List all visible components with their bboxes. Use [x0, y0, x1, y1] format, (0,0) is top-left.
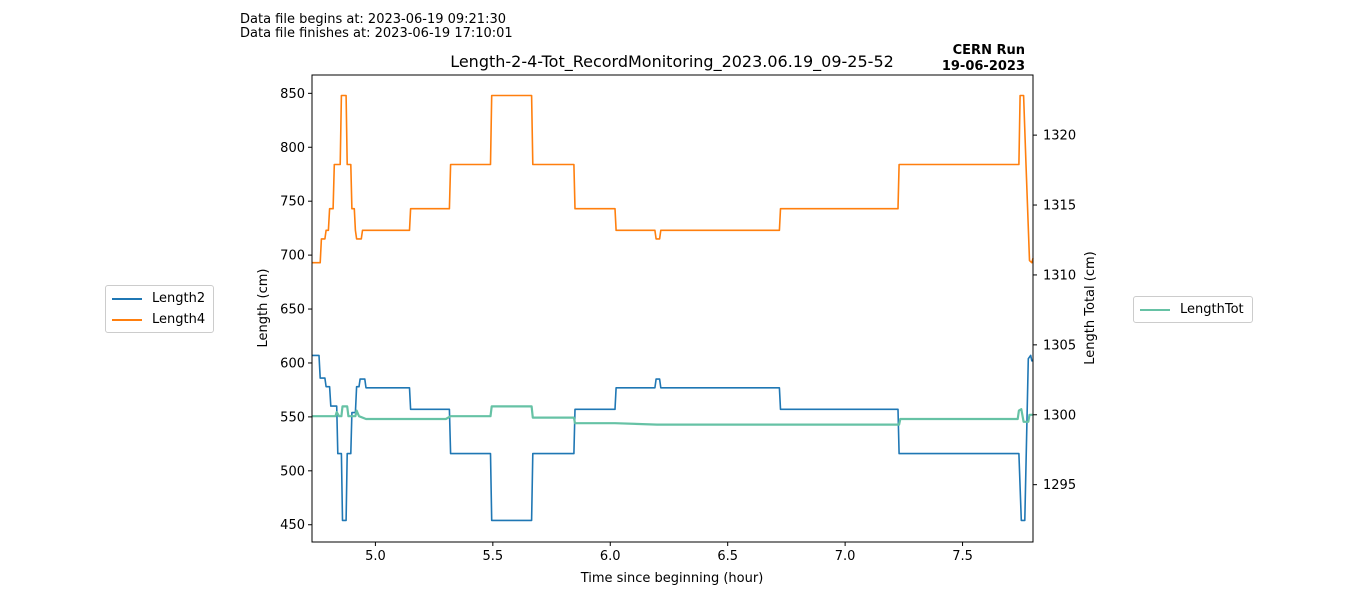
y-tick-label: 600	[280, 356, 305, 371]
x-axis-label: Time since beginning (hour)	[580, 571, 764, 586]
y-tick-label: 750	[280, 195, 305, 210]
legend-swatch-lengthtot	[1140, 308, 1170, 311]
y-tick-label: 650	[280, 303, 305, 318]
data-begin-text: Data file begins at: 2023-06-19 09:21:30	[240, 12, 507, 27]
legend-label-length2: Length2	[152, 291, 206, 306]
data-finish-text: Data file finishes at: 2023-06-19 17:10:…	[240, 26, 513, 41]
x-tick-label: 6.0	[600, 549, 621, 564]
y-axis-label: Length (cm)	[256, 269, 271, 348]
chart-title: Length-2-4-Tot_RecordMonitoring_2023.06.…	[450, 52, 894, 72]
y2-tick-label: 1295	[1043, 478, 1076, 493]
run-label-line1: CERN Run	[953, 43, 1025, 58]
x-tick-label: 7.5	[952, 549, 973, 564]
x-tick-label: 6.5	[717, 549, 738, 564]
y-tick-label: 700	[280, 249, 305, 264]
y-tick-label: 550	[280, 410, 305, 425]
legend-item-length4: Length4	[112, 309, 205, 330]
x-tick-label: 7.0	[835, 549, 856, 564]
legend-right: LengthTot	[1133, 296, 1253, 323]
y2-tick-label: 1300	[1043, 408, 1076, 423]
legend-left: Length2 Length4	[105, 285, 215, 333]
y2-tick-label: 1315	[1043, 199, 1076, 214]
y2-tick-label: 1305	[1043, 338, 1076, 353]
y2-tick-label: 1310	[1043, 268, 1076, 283]
legend-swatch-length4	[112, 318, 142, 321]
y-tick-label: 850	[280, 87, 305, 102]
legend-label-length4: Length4	[152, 312, 206, 327]
legend-item-lengthtot: LengthTot	[1140, 299, 1244, 320]
series-line-length4	[312, 94, 1034, 264]
legend-item-length2: Length2	[112, 288, 205, 309]
series-line-lengthtot	[312, 405, 1033, 426]
legend-swatch-length2	[112, 297, 142, 300]
y2-axis-label: Length Total (cm)	[1083, 251, 1098, 364]
x-tick-label: 5.5	[482, 549, 503, 564]
y-tick-label: 800	[280, 141, 305, 156]
y-tick-label: 500	[280, 464, 305, 479]
x-tick-label: 5.0	[365, 549, 386, 564]
y2-tick-label: 1320	[1043, 129, 1076, 144]
legend-label-lengthtot: LengthTot	[1180, 302, 1244, 317]
run-label-line2: 19-06-2023	[942, 59, 1025, 74]
plot-frame	[311, 74, 1034, 543]
y-tick-label: 450	[280, 518, 305, 533]
series-line-length2	[312, 354, 1033, 522]
